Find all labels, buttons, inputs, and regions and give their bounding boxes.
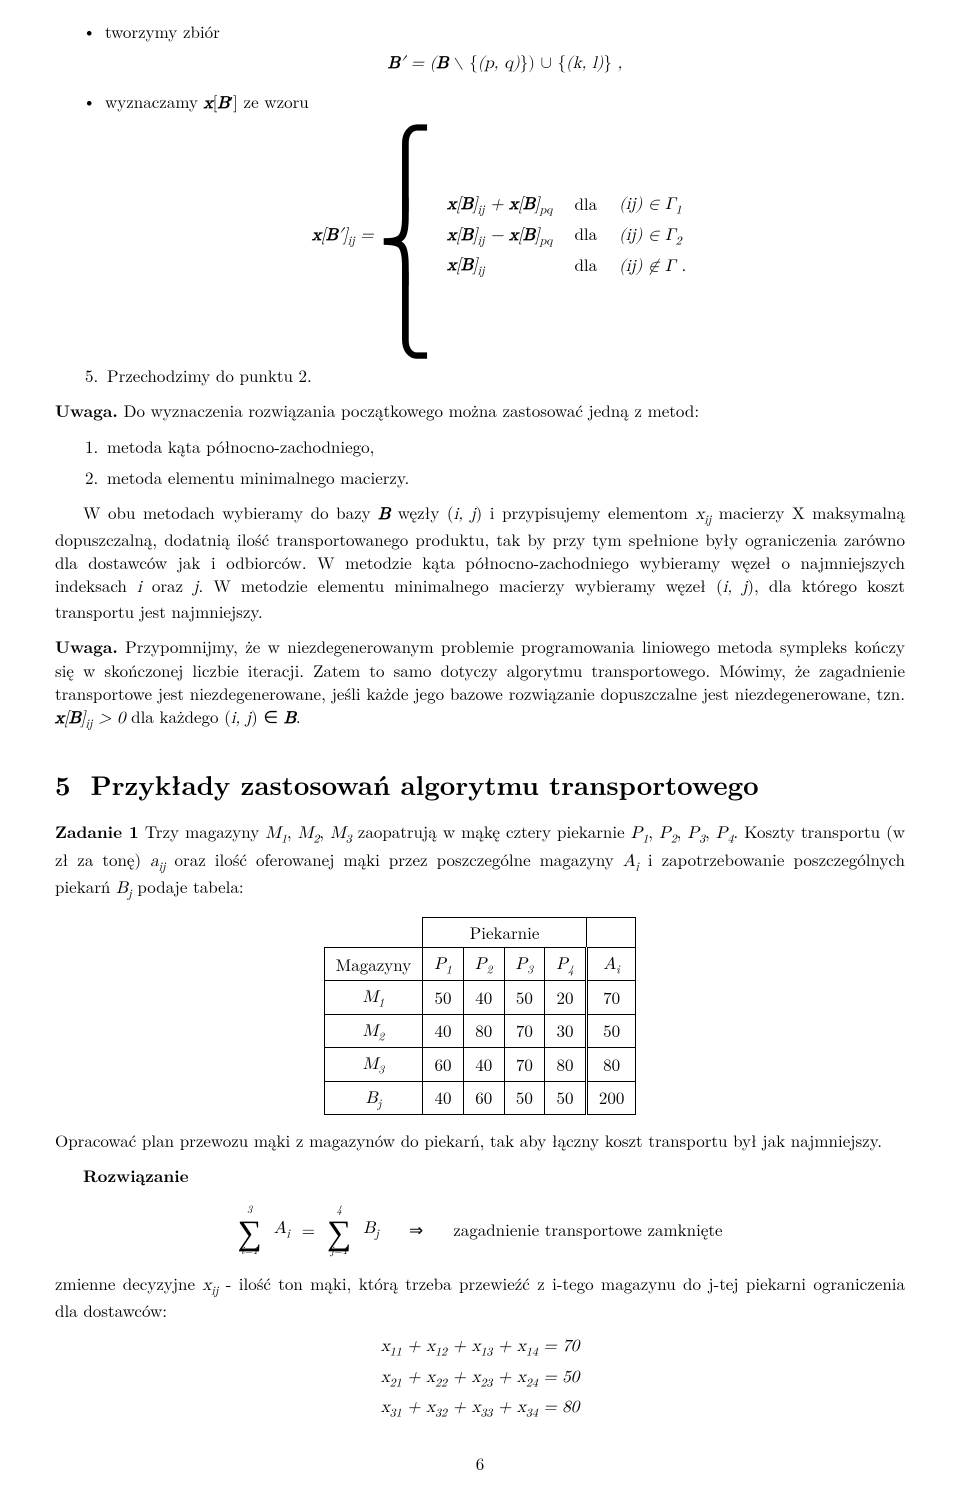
section-number: 5 [55,764,71,803]
page-number: 6 [55,1452,905,1475]
equation: x21 + x22 + x23 + x24 = 50 [55,1367,905,1391]
table-row: Bj 40 60 50 50 200 [324,1081,636,1114]
method-number: 2. [85,466,98,489]
section-heading: 5 Przykłady zastosowań algorytmu transpor… [55,766,905,802]
equation: x31 + x32 + x33 + x34 = 80 [55,1397,905,1421]
equations-block: x11 + x12 + x13 + x14 = 70 x21 + x22 + x… [55,1336,905,1421]
equation: x11 + x12 + x13 + x14 = 70 [55,1336,905,1360]
uwaga-label: Uwaga. [55,399,118,423]
methods-list: 1. metoda kąta północno-zachodniego, 2. me… [85,435,905,489]
zadanie-label: Zadanie 1 [55,820,139,844]
col-header: P3 [504,947,545,980]
zadanie-paragraph: Zadanie 1 Trzy magazyny M1, M2, M3 zaopa… [55,820,905,902]
step-number: 5. [85,364,98,387]
bullet-item: wyznaczamy x[B′] ze wzoru x[B′]ij = ⎧⎨⎩ … [105,90,905,348]
method-number: 1. [85,435,98,458]
after-sum-text: zmienne decyzyjne xij - ilość ton mąki, … [55,1272,905,1322]
step-text: Przechodzimy do punktu 2. [107,363,312,387]
col-header: P4 [545,947,587,980]
after-table-text: Opracować plan przewozu mąki z magazynów… [55,1129,905,1152]
body-paragraph: W obu metodach wybieramy do bazy B węzły… [55,501,905,623]
section-title: Przykłady zastosowań algorytmu transport… [91,764,759,803]
method-text: metoda kąta północno-zachodniego, [107,434,374,458]
numbered-step: 5. Przechodzimy do punktu 2. [85,364,905,387]
bullet-text: tworzymy zbiór [105,19,220,43]
rozwiazanie-label: Rozwiązanie [55,1164,905,1188]
uwaga-text: Do wyznaczenia rozwiązania początkowego … [118,398,699,422]
uwaga-paragraph-2: Uwaga. Przypomnijmy, że w niezdegenerowa… [55,635,905,732]
uwaga-paragraph: Uwaga. Do wyznaczenia rozwiązania począt… [55,399,905,423]
sum-formula: 3 ∑ i=1 Ai = 4 ∑ j=1 Bj ⇒ zagadnienie tr… [55,1204,905,1256]
table-row: M2 40 80 70 30 50 [324,1014,636,1047]
bullet-text: wyznaczamy x[B′] ze wzoru [105,89,309,113]
brace-formula: x[B′]ij = ⎧⎨⎩ x[B]ij + x[B]pq dla (ij) ∈… [105,126,905,348]
table-row: M1 50 40 50 20 70 [324,981,636,1014]
table-header: Piekarnie [423,917,587,947]
method-text: metoda elementu minimalnego macierzy. [107,465,409,489]
col-header: P1 [423,947,464,980]
table-header: Magazyny [324,947,423,980]
uwaga-label: Uwaga. [55,635,118,659]
brace-cases: x[B]ij + x[B]pq dla (ij) ∈ Γ1 x[B]ij − x… [435,190,698,283]
table-row: M3 60 40 70 80 80 [324,1048,636,1081]
col-header: P2 [463,947,504,980]
col-header: Ai [586,947,636,980]
formula-b-prime: B′ = (B ∖ {(p, q)}) ∪ {(k, l)} , [105,53,905,76]
bullet-list: tworzymy zbiór B′ = (B ∖ {(p, q)}) ∪ {(k… [105,20,905,348]
sum-conclusion: zagadnienie transportowe zamknięte [453,1218,722,1241]
bullet-item: tworzymy zbiór B′ = (B ∖ {(p, q)}) ∪ {(k… [105,20,905,76]
cost-table: Piekarnie Magazyny P1 P2 P3 P4 Ai M1 50 … [324,917,637,1115]
